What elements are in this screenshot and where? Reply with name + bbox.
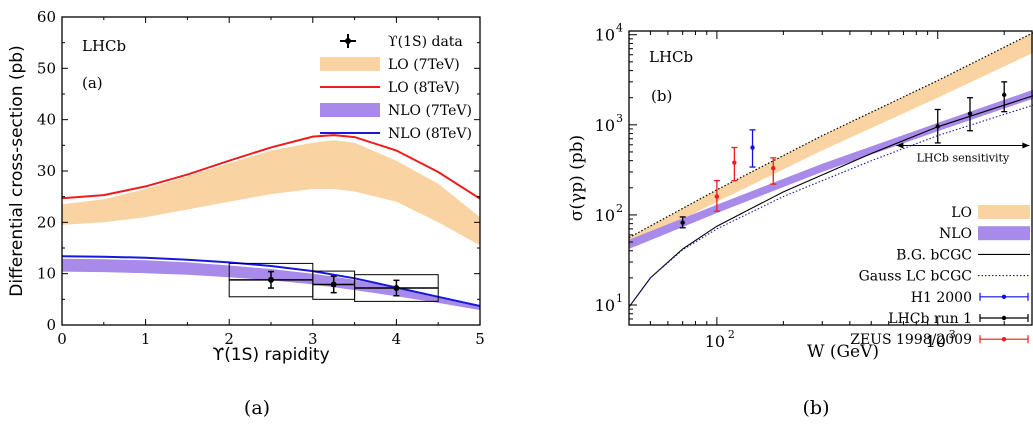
data-point: [330, 281, 337, 288]
x-tick-label: 3: [308, 330, 318, 348]
legend-label: LO: [951, 205, 972, 221]
panel-label: (b): [651, 87, 672, 105]
legend-swatch: [978, 226, 1030, 241]
y-tick-label: 10: [595, 26, 615, 45]
x-tick-label: 5: [475, 330, 485, 348]
nlo-8tev-line: [62, 255, 480, 307]
legend-label: LO (7TeV): [388, 57, 460, 73]
x-tick-label: 4: [392, 330, 402, 348]
x-tick-label: 10: [705, 332, 725, 351]
panel-b-frame: [628, 30, 1033, 326]
data-point: [393, 285, 400, 292]
y-axis-label: σ(γp) (pb): [567, 135, 587, 221]
data-point: [680, 220, 685, 225]
nlo-band: [629, 89, 1033, 249]
y-tick-label: 40: [37, 111, 56, 129]
gauss-lc-bcgc-line: [629, 104, 1033, 308]
data-point: [268, 276, 274, 283]
legend-marker-data-point: [345, 38, 351, 44]
data-point: [750, 145, 755, 150]
y-axis-label: Differential cross-section (pb): [7, 45, 27, 296]
data-point: [967, 111, 973, 116]
y-tick-label: 30: [37, 162, 56, 180]
sensitivity-annotation: LHCb sensitivity: [917, 151, 1010, 164]
y-tick-exponent: 2: [616, 202, 623, 215]
data-point: [1002, 92, 1007, 98]
lo-upper-edge-line: [629, 32, 1033, 239]
y-tick-label: 20: [37, 213, 56, 231]
legend-label: NLO (7TeV): [388, 103, 472, 119]
legend-label: NLO: [939, 226, 972, 242]
legend-swatch: [320, 57, 380, 71]
y-tick-exponent: 4: [616, 22, 623, 35]
experiment-label: LHCb: [649, 48, 693, 66]
bg-bcgc-line: [629, 95, 1033, 308]
y-tick-label: 10: [595, 116, 615, 135]
legend-marker-point: [1001, 294, 1007, 299]
x-tick-exponent: 2: [728, 328, 735, 341]
panel-b-plot-area: [629, 32, 1033, 308]
y-tick-label: 60: [37, 8, 56, 26]
data-point: [714, 194, 720, 199]
x-axis-label: W (GeV): [807, 342, 879, 362]
legend-label: B.G. bCGC: [896, 247, 972, 263]
lo-band: [629, 32, 1033, 247]
y-tick-label: 10: [595, 206, 615, 225]
panel-label: (a): [82, 74, 103, 92]
data-point: [732, 160, 737, 165]
y-tick-label: 10: [37, 265, 56, 283]
panel-a-plot-area: [62, 134, 480, 311]
legend-marker-point: [1001, 337, 1007, 342]
x-tick-label: 1: [141, 330, 151, 348]
x-tick-exponent: 3: [949, 328, 956, 341]
experiment-label: LHCb: [82, 37, 126, 55]
legend-marker-point: [1001, 315, 1007, 321]
legend-label: LHCb run 1: [888, 311, 972, 327]
sensitivity-arrow-right-head: [1022, 142, 1030, 149]
figure-caption: (b): [803, 397, 830, 419]
lo-8tev-line: [62, 134, 480, 200]
y-tick-exponent: 3: [616, 112, 623, 125]
legend-label: NLO (8TeV): [388, 126, 472, 142]
legend-label: ϒ(1S) data: [388, 34, 463, 50]
y-tick-label: 10: [595, 296, 615, 315]
legend-swatch: [978, 205, 1030, 219]
legend-label: ZEUS 1998/2009: [850, 332, 972, 348]
x-tick-label: 2: [224, 330, 234, 348]
sensitivity-arrow-left-head: [896, 142, 904, 149]
legend-swatch: [320, 103, 380, 117]
lo-7tev-band: [62, 140, 480, 246]
legend-label: LO (8TeV): [388, 80, 460, 96]
y-tick-exponent: 1: [616, 292, 623, 305]
nlo-7tev-band: [62, 258, 480, 311]
legend-label: H1 2000: [911, 290, 972, 306]
x-axis-label: ϒ(1S) rapidity: [212, 345, 329, 365]
x-tick-label: 0: [57, 330, 67, 348]
y-tick-label: 0: [46, 316, 56, 334]
x-tick-label: 10: [926, 332, 946, 351]
data-point: [935, 124, 940, 129]
data-point: [771, 166, 776, 171]
figure-caption: (a): [244, 397, 270, 419]
y-tick-label: 50: [37, 59, 56, 77]
legend-label: Gauss LC bCGC: [859, 269, 972, 285]
